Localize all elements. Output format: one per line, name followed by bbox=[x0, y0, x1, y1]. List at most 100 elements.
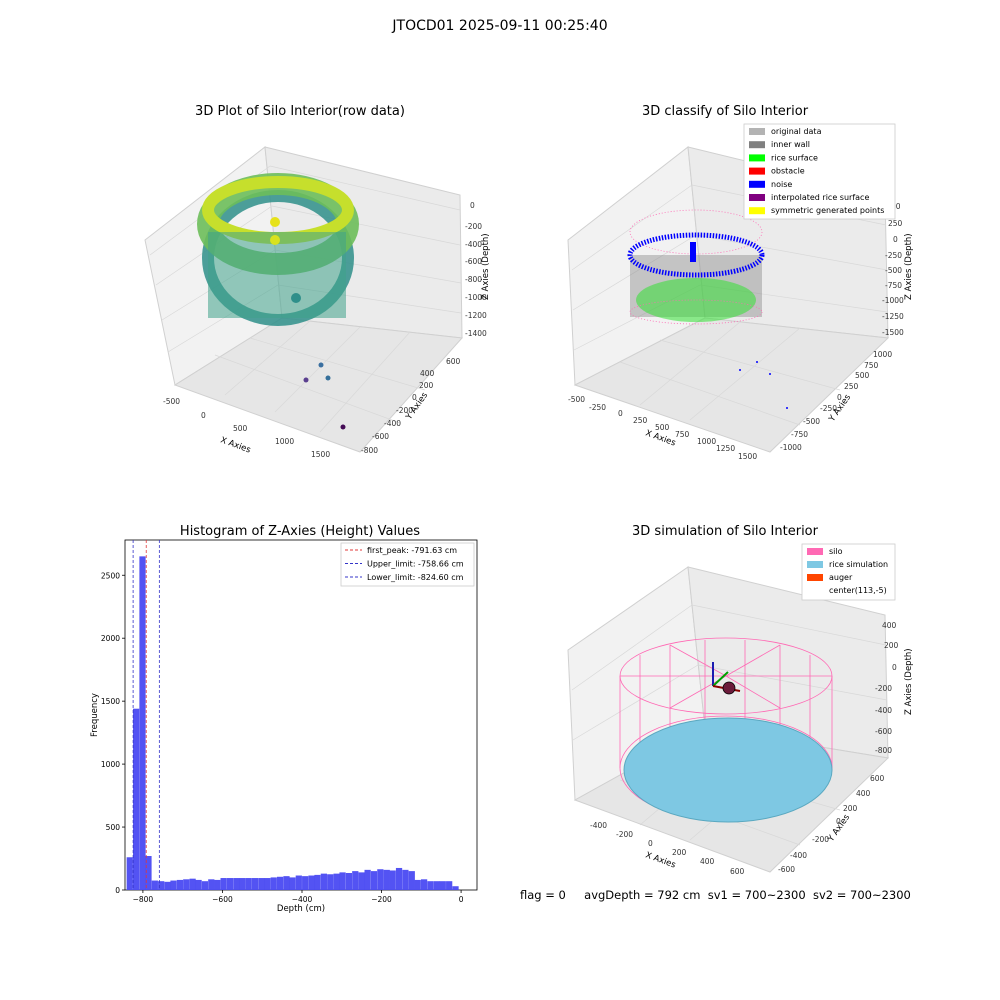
plot2-yticks: -1000 -750 -500 -250 0 250 500 750 1000 bbox=[780, 350, 892, 452]
plot2-legend-swatch bbox=[749, 180, 765, 188]
plot2-points bbox=[627, 209, 788, 409]
plot2-ytick: 0 bbox=[837, 393, 842, 402]
plot2-legend-label: rice surface bbox=[771, 153, 818, 162]
plot1-ztick: -600 bbox=[465, 257, 482, 266]
plot4-ytick: -600 bbox=[778, 865, 795, 874]
plot1-xtick: -500 bbox=[163, 397, 180, 406]
plot2-ytick: -250 bbox=[820, 404, 837, 413]
plot4-title: 3D simulation of Silo Interior bbox=[632, 524, 818, 539]
histogram-bar bbox=[364, 869, 371, 890]
plot1-ytick: -600 bbox=[372, 432, 389, 441]
histogram-bar bbox=[358, 872, 365, 890]
plot2-legend-box bbox=[743, 123, 896, 220]
plot2-ztick: 0 bbox=[893, 235, 898, 244]
plot1-outlier-2 bbox=[303, 377, 309, 383]
plot4-simulation-3d: -400 -200 0 200 400 600 X Axies -600 -40… bbox=[567, 543, 914, 876]
histogram-bar bbox=[214, 879, 221, 890]
plot4-ytick: 600 bbox=[870, 774, 885, 783]
plot3-legend: first_peak: -791.63 cm Upper_limit: -758.… bbox=[340, 542, 475, 587]
histogram-bar bbox=[201, 881, 209, 890]
plot2-ytick: -750 bbox=[791, 430, 808, 439]
plot4-legend-label: silo bbox=[829, 547, 843, 556]
plot4-ytick: -400 bbox=[790, 851, 807, 860]
plot4-ytick: 400 bbox=[856, 789, 871, 798]
histogram-bar bbox=[233, 878, 240, 890]
plot2-classify-3d: -500 -250 0 250 500 750 1000 1250 1500 X… bbox=[567, 123, 914, 461]
plot3-xlabel: Depth (cm) bbox=[277, 904, 325, 914]
plot1-wall-body bbox=[208, 232, 346, 318]
plot2-legend-swatch bbox=[749, 207, 765, 215]
plot2-legend-label: interpolated rice surface bbox=[771, 193, 869, 202]
plot2-legend-label: obstacle bbox=[771, 167, 805, 176]
histogram-bar bbox=[270, 877, 277, 890]
plot1-xtick: 0 bbox=[201, 411, 206, 420]
plot2-noise-pt bbox=[769, 373, 771, 375]
plot1-ytick: 600 bbox=[446, 357, 461, 366]
histogram-bar bbox=[245, 878, 252, 890]
plot1-ztick: -800 bbox=[465, 275, 482, 284]
histogram-xtick-label: −600 bbox=[212, 895, 233, 904]
histogram-ytick-label: 2500 bbox=[101, 571, 120, 580]
histogram-bar bbox=[158, 881, 165, 890]
flag-text: flag = 0 bbox=[520, 888, 566, 902]
histogram-bar bbox=[452, 886, 459, 890]
plot4-ytick: 0 bbox=[836, 817, 841, 826]
plot2-xtick: 500 bbox=[655, 423, 670, 432]
plot1-obstacle-top bbox=[270, 217, 280, 227]
plot3-axes-frame bbox=[124, 539, 478, 891]
plot4-silo-spoke bbox=[669, 644, 727, 677]
plot2-ytick: -500 bbox=[803, 417, 820, 426]
plot2-legend-swatch bbox=[749, 141, 765, 149]
plot2-zticks: 00 250 0 -250 -500 -750 -1000 -1250 -150… bbox=[882, 202, 904, 337]
plot2-ztick: -1000 bbox=[882, 296, 904, 305]
plot4-legend-swatch bbox=[807, 561, 823, 568]
plot4-rice-surface bbox=[623, 717, 833, 823]
plot2-ztick: -1250 bbox=[882, 312, 904, 321]
plot3-xticks: −800 −600 −400 −200 0 bbox=[133, 890, 464, 904]
plot2-ztick: 250 bbox=[888, 219, 903, 228]
plot2-ztick: -750 bbox=[885, 281, 902, 290]
plot1-title: 3D Plot of Silo Interior(row data) bbox=[195, 104, 405, 119]
plot2-ztick-partial: 00 bbox=[891, 202, 901, 211]
plot2-legend-swatch bbox=[749, 167, 765, 175]
histogram-xtick-label: −800 bbox=[133, 895, 154, 904]
plot4-xtick: 0 bbox=[648, 839, 653, 848]
histogram-bar bbox=[383, 869, 390, 890]
histogram-bar bbox=[176, 879, 184, 890]
plot3-bars bbox=[126, 556, 459, 890]
histogram-legend-label: Lower_limit: -824.60 cm bbox=[367, 573, 464, 582]
plot4-xtick: 400 bbox=[700, 857, 715, 866]
status-footer: flag = 0 avgDepth = 792 cm sv1 = 700~230… bbox=[520, 888, 911, 902]
plot1-yticks: -800 -600 -400 -200 0 200 400 600 bbox=[361, 357, 461, 455]
histogram-bar bbox=[295, 875, 302, 890]
histogram-bar bbox=[352, 871, 359, 890]
histogram-xtick-label: −200 bbox=[371, 895, 392, 904]
plot1-ztick: 0 bbox=[470, 201, 475, 210]
plot2-ztick: -1500 bbox=[882, 328, 904, 337]
plot2-xtick: 1500 bbox=[738, 452, 757, 461]
histogram-ytick-label: 1500 bbox=[101, 697, 120, 706]
plot1-ytick: 0 bbox=[412, 393, 417, 402]
histogram-bar bbox=[314, 874, 321, 890]
histogram-bar bbox=[283, 876, 290, 890]
plot2-ytick: 250 bbox=[844, 382, 859, 391]
plot2-ztick: -250 bbox=[885, 251, 902, 260]
histogram-bar bbox=[170, 880, 177, 890]
plot1-floor-pane bbox=[173, 317, 464, 453]
plot1-obstacle-mid bbox=[270, 235, 280, 245]
plot1-outlier-3 bbox=[325, 375, 331, 381]
plot2-legend-swatch bbox=[749, 154, 765, 162]
plot2-legend-swatch bbox=[749, 194, 765, 201]
plot4-ztick: -400 bbox=[875, 706, 892, 715]
plot2-ytick: -1000 bbox=[780, 443, 802, 452]
histogram-bar bbox=[151, 880, 158, 890]
plot2-xtick: 1000 bbox=[697, 437, 716, 446]
plot4-legend-swatch bbox=[807, 574, 823, 581]
plot1-zlabel: Z Axies (Depth) bbox=[481, 233, 491, 300]
plot1-xtick: 500 bbox=[233, 424, 248, 433]
plot1-ytick: 400 bbox=[420, 369, 435, 378]
histogram-ytick-label: 500 bbox=[106, 823, 121, 832]
plot1-xtick: 1500 bbox=[311, 450, 330, 459]
plot2-xtick: 0 bbox=[618, 409, 623, 418]
histogram-bar bbox=[308, 875, 315, 890]
